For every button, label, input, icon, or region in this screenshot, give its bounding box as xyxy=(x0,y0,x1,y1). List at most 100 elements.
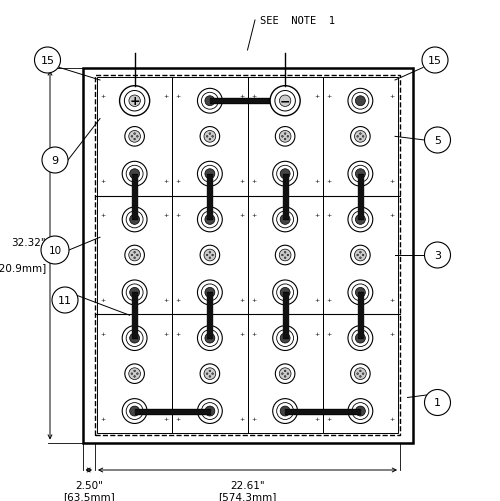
Text: +: + xyxy=(100,416,105,421)
Circle shape xyxy=(282,255,284,257)
Circle shape xyxy=(354,131,366,143)
Circle shape xyxy=(206,255,208,257)
Text: +: + xyxy=(100,298,105,303)
Circle shape xyxy=(354,249,366,262)
Text: +: + xyxy=(390,213,394,218)
Text: 3: 3 xyxy=(434,250,441,261)
Bar xyxy=(172,78,248,196)
Text: +: + xyxy=(176,213,181,218)
Circle shape xyxy=(356,334,366,343)
Bar xyxy=(97,315,172,433)
Circle shape xyxy=(362,136,364,138)
Text: +: + xyxy=(164,298,169,303)
Circle shape xyxy=(136,136,138,138)
Circle shape xyxy=(280,368,291,380)
Circle shape xyxy=(136,255,138,257)
Bar xyxy=(82,68,412,442)
Text: 15: 15 xyxy=(40,56,54,66)
Circle shape xyxy=(424,390,450,416)
Text: 15: 15 xyxy=(428,56,442,66)
Circle shape xyxy=(360,370,362,372)
Circle shape xyxy=(280,131,291,143)
Text: +: + xyxy=(390,179,394,184)
Text: [574.3mm]: [574.3mm] xyxy=(218,491,276,501)
Text: +: + xyxy=(390,416,394,421)
Circle shape xyxy=(280,249,291,262)
Circle shape xyxy=(206,136,208,138)
Circle shape xyxy=(204,131,216,143)
Circle shape xyxy=(280,169,290,179)
Circle shape xyxy=(362,373,364,375)
Circle shape xyxy=(205,288,215,298)
Text: +: + xyxy=(251,416,256,421)
Text: SEE  NOTE  1: SEE NOTE 1 xyxy=(260,16,335,26)
Text: +: + xyxy=(326,213,332,218)
Text: +: + xyxy=(164,94,169,99)
Circle shape xyxy=(52,288,78,313)
Circle shape xyxy=(206,373,208,375)
Circle shape xyxy=(134,370,136,372)
Circle shape xyxy=(134,139,136,141)
Text: 5: 5 xyxy=(434,136,441,146)
Circle shape xyxy=(424,128,450,154)
Text: +: + xyxy=(251,213,256,218)
Circle shape xyxy=(357,373,358,375)
Text: +: + xyxy=(164,213,169,218)
Text: +: + xyxy=(314,331,320,336)
Circle shape xyxy=(129,368,140,380)
Circle shape xyxy=(204,249,216,262)
Circle shape xyxy=(205,406,215,416)
Bar xyxy=(172,196,248,315)
Circle shape xyxy=(360,139,362,141)
Circle shape xyxy=(354,368,366,380)
Circle shape xyxy=(209,133,211,135)
Text: +: + xyxy=(326,331,332,336)
Circle shape xyxy=(212,373,214,375)
Bar xyxy=(97,78,172,196)
Bar xyxy=(95,76,400,435)
Text: +: + xyxy=(314,213,320,218)
Circle shape xyxy=(356,97,366,107)
Text: +: + xyxy=(390,298,394,303)
Circle shape xyxy=(280,215,290,225)
Circle shape xyxy=(212,136,214,138)
Text: +: + xyxy=(176,298,181,303)
Bar xyxy=(172,315,248,433)
Circle shape xyxy=(284,139,286,141)
Circle shape xyxy=(360,133,362,135)
Text: 2.50": 2.50" xyxy=(75,480,102,490)
Text: +: + xyxy=(314,298,320,303)
Circle shape xyxy=(131,373,133,375)
Text: +: + xyxy=(239,179,244,184)
Circle shape xyxy=(136,373,138,375)
Text: +: + xyxy=(239,213,244,218)
Text: +: + xyxy=(326,298,332,303)
Circle shape xyxy=(284,258,286,259)
Bar xyxy=(248,315,323,433)
Bar xyxy=(248,196,323,315)
Text: 10: 10 xyxy=(48,245,62,256)
Text: +: + xyxy=(100,331,105,336)
Circle shape xyxy=(209,258,211,259)
Text: +: + xyxy=(130,95,140,108)
Text: +: + xyxy=(239,94,244,99)
Circle shape xyxy=(131,136,133,138)
Bar xyxy=(248,78,323,196)
Circle shape xyxy=(131,255,133,257)
Circle shape xyxy=(287,255,288,257)
Circle shape xyxy=(129,96,140,107)
Text: +: + xyxy=(314,416,320,421)
Circle shape xyxy=(134,133,136,135)
Circle shape xyxy=(34,48,60,74)
Circle shape xyxy=(130,334,140,343)
Text: +: + xyxy=(164,416,169,421)
Text: +: + xyxy=(326,94,332,99)
Bar xyxy=(323,315,398,433)
Circle shape xyxy=(280,96,291,107)
Text: +: + xyxy=(251,331,256,336)
Circle shape xyxy=(284,370,286,372)
Text: 9: 9 xyxy=(52,156,59,166)
Circle shape xyxy=(129,131,140,143)
Circle shape xyxy=(356,169,366,179)
Circle shape xyxy=(422,48,448,74)
